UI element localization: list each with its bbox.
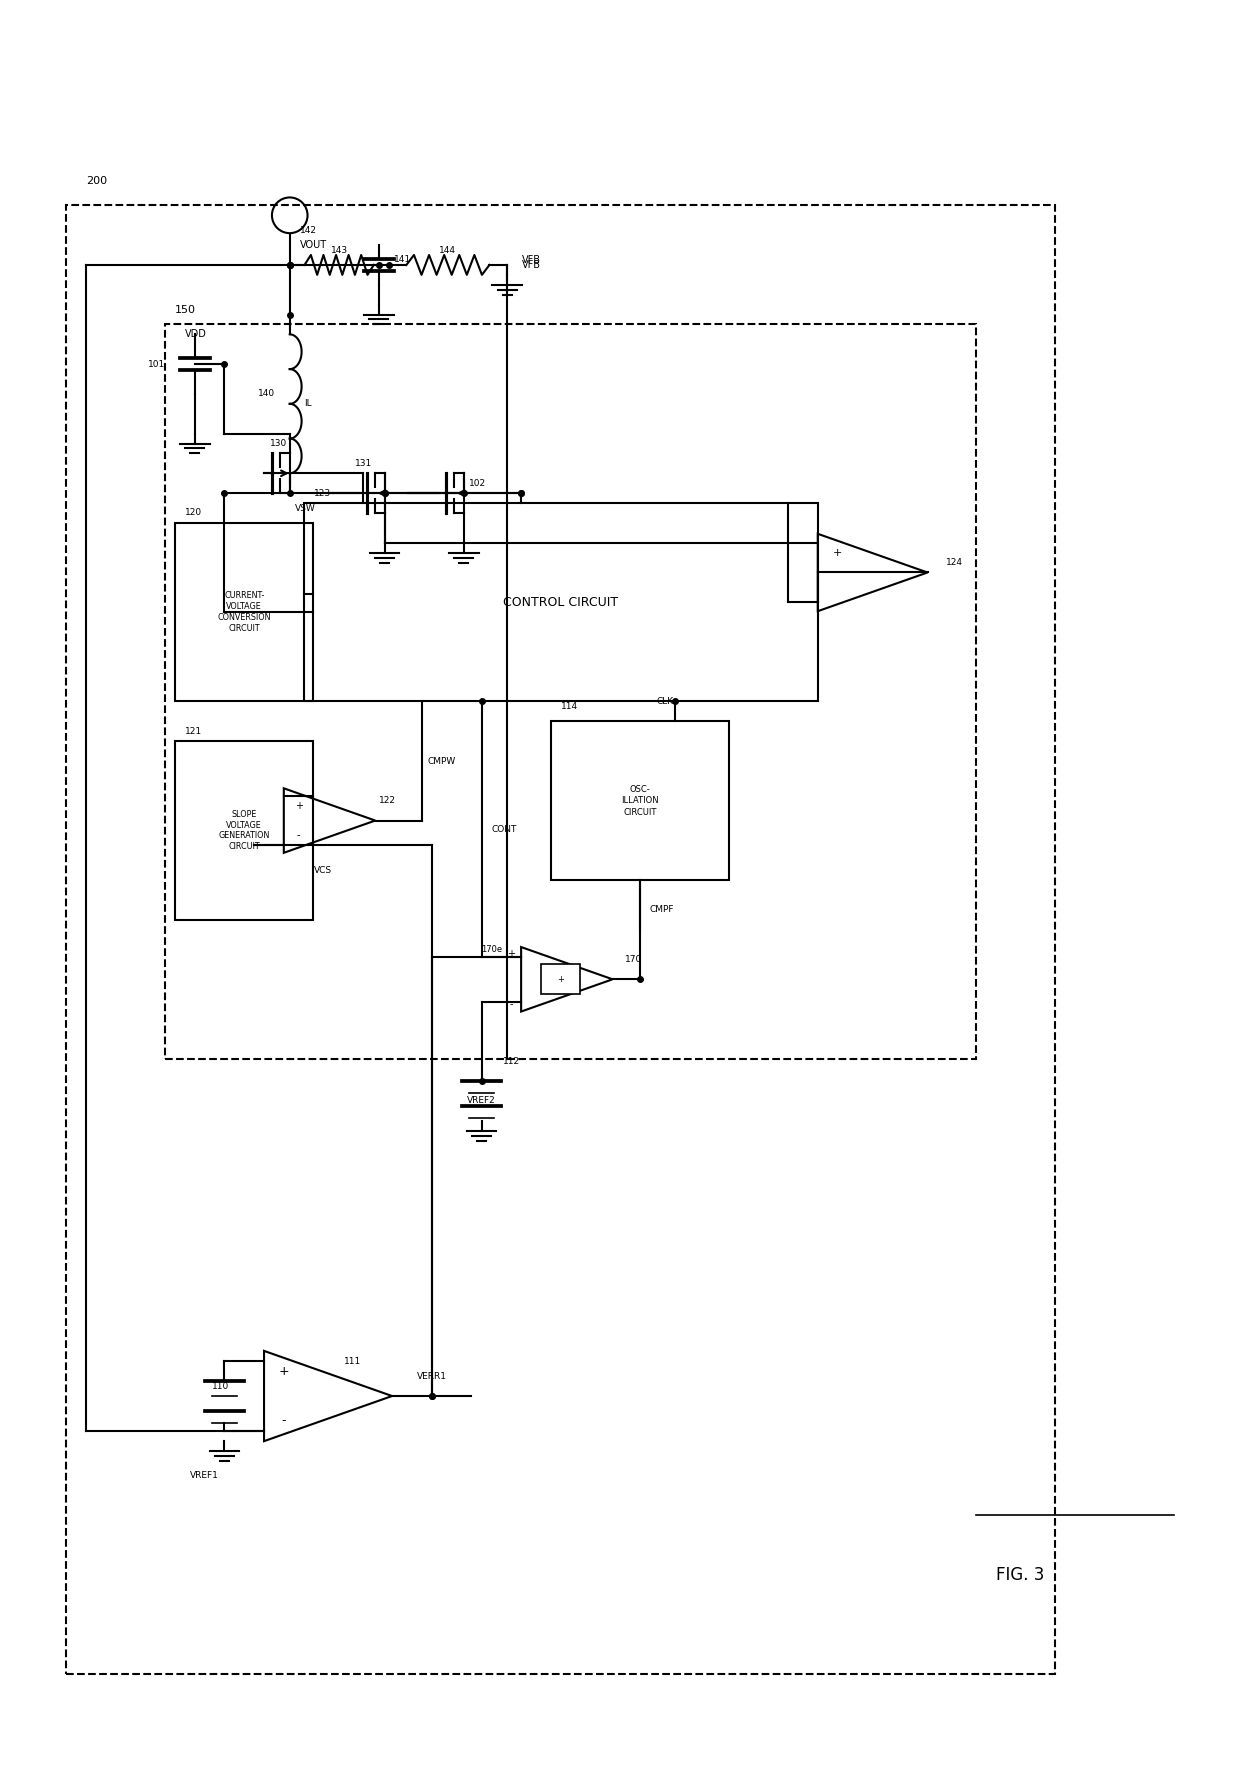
Text: 124: 124 [946,559,963,568]
Text: +: + [557,975,564,984]
Bar [175,523,314,701]
Text: FIG. 3: FIG. 3 [996,1566,1044,1584]
Text: CURRENT-: CURRENT- [224,591,264,600]
Text: +: + [295,801,303,810]
Bar [541,965,580,995]
Text: VOLTAGE: VOLTAGE [227,602,262,611]
Text: CIRCUIT: CIRCUIT [622,808,656,817]
Text: 114: 114 [560,701,578,710]
Text: 123: 123 [314,490,331,498]
Text: 142: 142 [300,226,316,235]
Text: SLOPE: SLOPE [232,810,257,819]
Text: 150: 150 [175,304,196,315]
Text: CONTROL CIRCUIT: CONTROL CIRCUIT [503,596,619,609]
Text: 131: 131 [356,459,372,468]
Text: 110: 110 [212,1381,229,1390]
Text: VFB: VFB [522,260,541,271]
Text: 101: 101 [148,360,165,368]
Text: +: + [507,949,516,959]
Text: CLK: CLK [657,698,675,707]
Text: -: - [281,1415,286,1428]
Text: IL: IL [305,399,312,408]
Text: +: + [833,548,842,557]
Text: GENERATION: GENERATION [218,831,270,840]
Text: 112: 112 [502,1057,520,1066]
Text: +: + [279,1365,289,1378]
Text: ILLATION: ILLATION [621,796,658,805]
Text: CONVERSION: CONVERSION [217,612,272,623]
Text: 102: 102 [469,479,486,488]
Text: 121: 121 [185,726,202,735]
Bar [304,504,817,701]
Text: 170: 170 [625,954,642,965]
Text: 200: 200 [86,176,107,185]
Bar [551,721,729,879]
Text: VREF2: VREF2 [467,1096,496,1105]
Text: CIRCUIT: CIRCUIT [228,842,260,851]
Text: CONT: CONT [491,824,517,833]
Text: VSW: VSW [295,504,315,513]
Bar [165,324,976,1059]
Text: VOLTAGE: VOLTAGE [227,821,262,829]
Text: VFB: VFB [522,255,541,265]
Text: CIRCUIT: CIRCUIT [228,625,260,634]
Text: CMPF: CMPF [650,906,675,915]
Bar [66,205,1055,1673]
Text: 130: 130 [270,440,288,449]
Text: VDD: VDD [185,329,207,340]
Text: VREF1: VREF1 [190,1470,219,1479]
Text: 122: 122 [379,796,396,805]
Text: 111: 111 [345,1356,362,1365]
Text: 143: 143 [331,246,347,255]
Bar [175,740,314,920]
Text: 140: 140 [258,390,275,399]
Text: CMPW: CMPW [428,756,455,765]
Text: OSC-: OSC- [630,785,650,794]
Text: VCS: VCS [314,865,332,874]
Text: 144: 144 [439,246,456,255]
Text: 120: 120 [185,509,202,518]
Text: -: - [296,831,300,840]
Text: 141: 141 [393,256,410,265]
Text: VOUT: VOUT [300,240,327,249]
Text: -: - [510,999,513,1009]
Text: VERR1: VERR1 [417,1372,446,1381]
Text: 170e: 170e [481,945,502,954]
